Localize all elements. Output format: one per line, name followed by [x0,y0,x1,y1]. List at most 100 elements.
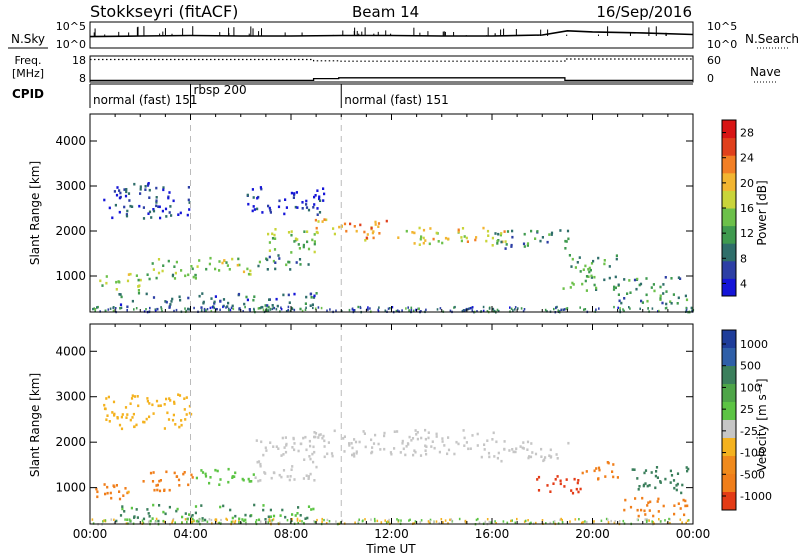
power-cell [314,194,317,197]
velocity-cell [299,514,302,517]
power-cell [353,309,356,312]
velocity-cell [664,519,666,522]
power-cell [622,308,624,311]
power-cell [326,309,328,312]
power-cell [412,309,415,312]
power-cell [652,283,655,286]
velocity-cell [411,437,415,440]
power-cell [366,233,369,236]
velocity-cell [291,465,294,468]
velocity-cell [208,518,211,521]
velocity-cell [486,518,489,521]
velocity-cell [106,414,109,417]
velocity-cell [570,489,573,492]
power-cell [145,292,148,296]
power-cell [395,309,398,313]
velocity-cell [297,521,299,525]
velocity-cell [146,508,149,511]
velocity-ytick-labels: 1000 2000 3000 4000 [55,344,86,494]
power-cell [563,308,565,311]
beam-label: Beam 14 [352,3,419,21]
velocity-cell [348,442,351,445]
power-cell [192,275,195,279]
power-cell [155,186,158,190]
power-cell [249,269,252,273]
velocity-cell [383,447,386,451]
power-cell [447,237,450,241]
power-cell [685,298,689,302]
power-cell [488,307,491,310]
velocity-cell [508,449,511,452]
velocity-cell [321,517,323,521]
power-cell [503,230,506,233]
velocity-cell [514,450,517,454]
power-cell [131,205,134,208]
velocity-cell [427,520,430,523]
velocity-cell [492,431,495,435]
velocity-cell [308,455,311,458]
velocity-cell [118,497,122,501]
velocity-cell [647,501,650,504]
power-cell [194,273,197,277]
velocity-cell [414,520,417,523]
velocity-cell [383,431,386,435]
power-cell [198,294,201,298]
power-cell [661,301,664,305]
velocity-cell [484,520,487,523]
power-cell [161,209,164,213]
velocity-cell [487,451,491,455]
power-cell [623,278,626,281]
power-cell [144,188,147,191]
power-cell [496,242,499,245]
power-cell [264,304,267,307]
power-cell [500,232,503,235]
power-cell [190,265,193,268]
power-cell [662,283,665,286]
velocity-cell [103,519,105,522]
power-cell [405,229,408,233]
velocity-cell [549,521,551,525]
velocity-cell [293,448,296,452]
power-cell [587,275,590,278]
power-cell [523,232,526,236]
velocity-cell [293,478,296,481]
power-cell [418,226,421,230]
velocity-cell [444,519,447,522]
velocity-cell [304,517,307,520]
velocity-cell [373,517,376,521]
power-cell [109,307,112,310]
velocity-cell [424,437,427,441]
power-cell [595,308,597,311]
power-cell [133,182,136,186]
velocity-cell [554,478,557,481]
power-cell [126,305,129,309]
velocity-cell [681,521,683,524]
velocity-cell [355,450,358,453]
power-cell [685,309,688,312]
velocity-cell [104,519,107,522]
velocity-cell [102,520,104,523]
velocity-cell [416,431,419,434]
velocity-cell [670,474,674,477]
velocity-cell [158,489,162,493]
power-cell [218,260,221,263]
time-tick-label: 04:00 [173,527,208,541]
velocity-cell [294,514,297,517]
velocity-cell [255,439,258,442]
velocity-cell [124,406,128,409]
velocity-cell [412,453,415,457]
velocity-cell [296,517,299,521]
velocity-cell [137,404,140,408]
power-cell [168,191,171,194]
power-cell [305,206,309,209]
velocity-cell [457,442,460,446]
velocity-colorbar-tick-label: -500 [740,468,765,481]
power-cell [172,199,175,203]
velocity-cell [234,521,236,524]
velocity-cell [598,468,601,472]
power-cell [315,226,318,230]
velocity-cell [155,399,159,403]
power-cell [526,244,529,247]
velocity-cell [147,512,150,515]
velocity-cell [281,436,284,440]
